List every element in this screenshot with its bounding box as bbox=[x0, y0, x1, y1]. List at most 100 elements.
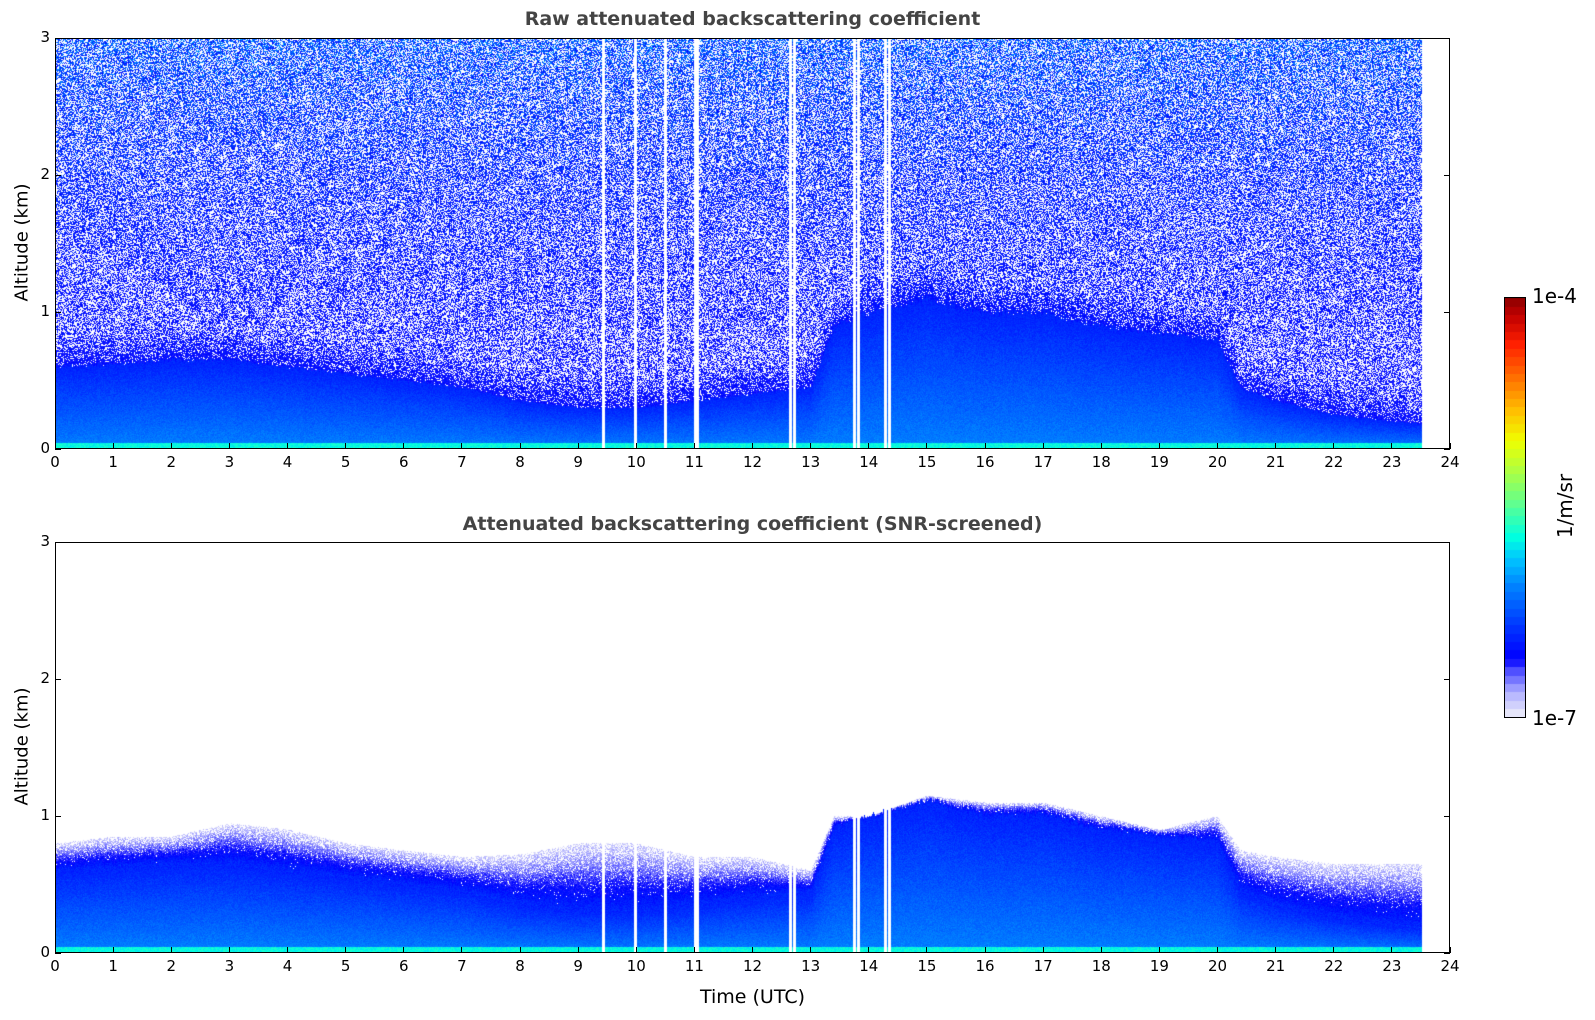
x-tick-label: 3 bbox=[224, 957, 235, 975]
x-tick-label: 21 bbox=[1266, 957, 1286, 975]
x-tick-mark bbox=[1042, 947, 1044, 953]
x-tick-mark bbox=[345, 947, 347, 953]
x-tick-label: 9 bbox=[573, 957, 583, 975]
x-tick-mark bbox=[112, 443, 114, 449]
x-tick-mark bbox=[752, 947, 753, 953]
x-tick-label: 6 bbox=[398, 453, 409, 471]
x-tick-mark bbox=[403, 443, 405, 449]
x-tick-mark bbox=[519, 443, 521, 449]
x-tick-label: 18 bbox=[1091, 453, 1111, 471]
raw-backscatter-plot bbox=[55, 38, 1450, 449]
bottom-y-axis-label: Altitude (km) bbox=[11, 687, 33, 806]
x-tick-mark bbox=[810, 947, 812, 953]
snr-screened-backscatter-plot bbox=[55, 542, 1450, 953]
x-tick-label: 4 bbox=[282, 957, 293, 975]
x-tick-label: 18 bbox=[1091, 957, 1111, 975]
x-tick-label: 20 bbox=[1207, 957, 1228, 975]
y-tick-mark bbox=[55, 952, 61, 954]
x-tick-mark bbox=[810, 443, 812, 449]
x-tick-label: 0 bbox=[50, 453, 60, 471]
y-tick-mark bbox=[55, 37, 61, 39]
x-tick-label: 5 bbox=[340, 957, 351, 975]
x-tick-mark bbox=[228, 947, 230, 953]
x-tick-mark bbox=[926, 947, 928, 953]
y-tick-mark bbox=[55, 541, 61, 543]
x-tick-mark bbox=[1275, 443, 1277, 449]
x-tick-mark bbox=[287, 443, 288, 449]
x-tick-label: 13 bbox=[801, 957, 821, 975]
x-tick-mark bbox=[170, 947, 172, 953]
x-tick-mark bbox=[1158, 947, 1160, 953]
x-tick-label: 22 bbox=[1324, 957, 1344, 975]
x-tick-mark bbox=[170, 443, 172, 449]
x-tick-label: 10 bbox=[626, 957, 646, 975]
x-tick-mark bbox=[752, 443, 753, 449]
top-chart-title: Raw attenuated backscattering coefficien… bbox=[524, 8, 981, 30]
colorbar-max-label: 1e-4 bbox=[1532, 284, 1577, 308]
x-tick-mark bbox=[112, 947, 114, 953]
x-tick-label: 8 bbox=[515, 453, 525, 471]
x-tick-mark bbox=[1391, 947, 1393, 953]
x-tick-label: 12 bbox=[742, 453, 763, 471]
x-tick-mark bbox=[1333, 947, 1335, 953]
y-tick-mark bbox=[55, 174, 61, 176]
x-tick-label: 16 bbox=[975, 453, 995, 471]
x-tick-mark bbox=[1217, 443, 1218, 449]
x-tick-mark bbox=[984, 947, 986, 953]
x-tick-mark bbox=[1042, 443, 1044, 449]
x-tick-mark bbox=[1158, 443, 1160, 449]
x-tick-label: 20 bbox=[1207, 453, 1228, 471]
x-tick-mark bbox=[1100, 947, 1102, 953]
y-tick-mark bbox=[1444, 678, 1450, 680]
x-tick-mark bbox=[228, 443, 230, 449]
x-tick-label: 2 bbox=[166, 453, 177, 471]
x-tick-mark bbox=[1449, 947, 1451, 953]
x-tick-mark bbox=[693, 443, 695, 449]
x-tick-label: 3 bbox=[224, 453, 235, 471]
y-tick-mark bbox=[1444, 952, 1450, 954]
x-tick-label: 23 bbox=[1382, 957, 1402, 975]
x-tick-label: 15 bbox=[917, 957, 937, 975]
y-tick-mark bbox=[1444, 311, 1450, 313]
x-tick-label: 9 bbox=[573, 453, 583, 471]
y-tick-label: 3 bbox=[40, 28, 50, 46]
x-tick-label: 17 bbox=[1033, 957, 1053, 975]
x-tick-mark bbox=[54, 443, 56, 449]
x-tick-label: 11 bbox=[684, 453, 704, 471]
x-tick-label: 6 bbox=[398, 957, 409, 975]
y-tick-mark bbox=[1444, 174, 1450, 176]
x-tick-label: 2 bbox=[166, 957, 177, 975]
y-tick-label: 1 bbox=[40, 302, 50, 320]
x-tick-mark bbox=[403, 947, 405, 953]
x-tick-label: 7 bbox=[457, 957, 467, 975]
top-y-axis-label: Altitude (km) bbox=[11, 183, 33, 302]
x-tick-mark bbox=[868, 443, 870, 449]
x-tick-label: 24 bbox=[1440, 453, 1460, 471]
x-tick-label: 19 bbox=[1149, 453, 1169, 471]
x-tick-label: 22 bbox=[1324, 453, 1344, 471]
y-tick-mark bbox=[55, 678, 61, 680]
y-tick-mark bbox=[1444, 815, 1450, 817]
x-tick-mark bbox=[868, 947, 870, 953]
x-tick-label: 1 bbox=[108, 957, 118, 975]
x-tick-mark bbox=[926, 443, 928, 449]
x-tick-label: 11 bbox=[684, 957, 704, 975]
bottom-chart-title: Attenuated backscattering coefficient (S… bbox=[462, 513, 1043, 535]
x-tick-mark bbox=[345, 443, 347, 449]
y-tick-mark bbox=[55, 311, 61, 313]
x-tick-mark bbox=[461, 947, 463, 953]
x-tick-label: 14 bbox=[859, 453, 879, 471]
x-tick-mark bbox=[635, 947, 637, 953]
y-tick-label: 0 bbox=[40, 943, 50, 961]
x-tick-label: 4 bbox=[282, 453, 293, 471]
x-tick-mark bbox=[1391, 443, 1393, 449]
x-tick-mark bbox=[54, 947, 56, 953]
raw-backscatter-heatmap bbox=[56, 39, 1449, 448]
y-tick-label: 0 bbox=[40, 439, 50, 457]
x-tick-label: 14 bbox=[859, 957, 879, 975]
y-tick-label: 1 bbox=[40, 806, 50, 824]
x-tick-mark bbox=[1275, 947, 1277, 953]
x-tick-mark bbox=[519, 947, 521, 953]
x-tick-label: 13 bbox=[801, 453, 821, 471]
x-tick-label: 12 bbox=[742, 957, 763, 975]
